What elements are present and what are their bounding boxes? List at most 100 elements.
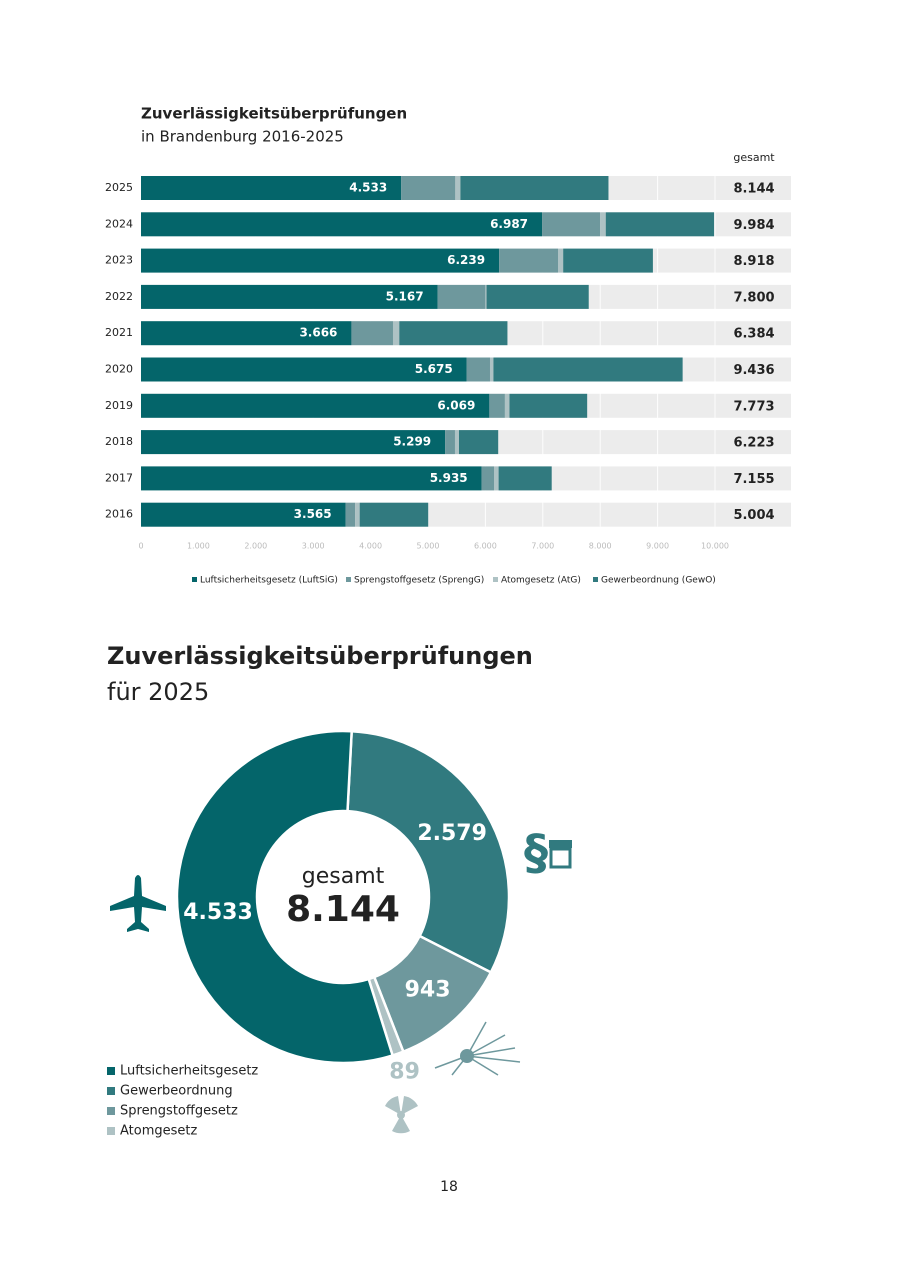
total-label: 9.436: [733, 363, 774, 378]
legend-swatch: [107, 1067, 115, 1075]
bar-segment: [458, 430, 499, 455]
bar-segment: [489, 357, 494, 382]
donut-chart-subtitle: für 2025: [107, 678, 209, 706]
legend-label: Gewerbeordnung: [120, 1084, 233, 1099]
bar-segment: [485, 284, 487, 309]
legend-label: Sprengstoffgesetz (SprengG): [354, 576, 484, 586]
total-label: 7.800: [733, 290, 774, 305]
legend-label: Atomgesetz (AtG): [501, 576, 581, 586]
bar-segment: [489, 393, 505, 418]
paragraph-symbol: §: [524, 825, 548, 881]
legend-swatch: [593, 577, 598, 582]
bar-segment: [141, 176, 402, 200]
x-tick-label: 7.000: [531, 542, 554, 551]
total-label: 8.918: [733, 254, 774, 269]
legend-label: Luftsicherheitsgesetz (LuftSiG): [200, 576, 338, 586]
bar-segment: [486, 284, 589, 309]
bar-segment: [345, 502, 356, 527]
center-title: gesamt: [302, 864, 385, 889]
x-tick-label: 0: [138, 542, 143, 551]
x-tick-label: 1.000: [187, 542, 210, 551]
bar-chart-subtitle: in Brandenburg 2016-2025: [141, 128, 344, 146]
donut-chart-title: Zuverlässigkeitsüberprüfungen: [107, 642, 533, 670]
y-tick-label: 2016: [105, 508, 133, 521]
legend-swatch: [107, 1107, 115, 1115]
total-label: 9.984: [733, 218, 774, 233]
bar-segment: [359, 502, 429, 527]
x-tick-label: 5.000: [417, 542, 440, 551]
bar-segment: [355, 502, 360, 527]
bar-chart-title: Zuverlässigkeitsüberprüfungen: [141, 105, 407, 123]
bar-segment: [141, 248, 500, 273]
total-label: 6.223: [733, 436, 774, 451]
bar-segment: [493, 357, 683, 382]
value-label: 5.675: [415, 362, 453, 376]
legend-swatch: [107, 1087, 115, 1095]
law-icon: §: [524, 825, 572, 881]
value-label: 2.579: [417, 821, 487, 846]
legend-swatch: [107, 1127, 115, 1135]
x-tick-label: 8.000: [589, 542, 612, 551]
bar-segment: [351, 321, 393, 346]
value-label: 3.565: [294, 507, 332, 521]
center-total: 8.144: [286, 889, 400, 930]
bar-segment: [494, 466, 499, 491]
legend-swatch: [493, 577, 498, 582]
total-label: 7.773: [733, 399, 774, 414]
bar-segment: [141, 393, 490, 418]
bar-segment: [141, 430, 446, 455]
bar-segment: [445, 430, 455, 455]
radiation-icon: [385, 1096, 418, 1134]
value-label: 5.167: [386, 289, 424, 303]
bar-segment: [141, 284, 438, 309]
bar-segment: [141, 466, 482, 491]
bar-segment: [455, 176, 461, 200]
bar-segment: [499, 248, 559, 273]
y-tick-label: 2019: [105, 399, 133, 412]
x-tick-label: 6.000: [474, 542, 497, 551]
value-label: 4.533: [349, 181, 387, 195]
y-tick-label: 2018: [105, 435, 133, 448]
bar-segment: [141, 502, 346, 527]
bar-segment: [141, 212, 543, 237]
value-label: 5.299: [393, 435, 431, 449]
shop-awning: [549, 840, 572, 848]
bar-segment: [600, 212, 606, 237]
bar-segment: [558, 248, 564, 273]
value-label: 943: [405, 977, 451, 1002]
value-label: 3.666: [299, 326, 337, 340]
value-label: 6.987: [490, 217, 528, 231]
bar-segment: [605, 212, 715, 237]
bar-segment: [454, 430, 459, 455]
bar-chart: 0 1.000 2.000 3.000 4.000 5.000 6.000 7.000 8.00…: [105, 176, 791, 586]
total-label: 7.155: [733, 472, 774, 487]
x-tick-label: 3.000: [302, 542, 325, 551]
donut-slice: [346, 729, 511, 975]
y-tick-label: 2021: [105, 326, 133, 339]
legend-swatch: [346, 577, 351, 582]
y-tick-label: 2017: [105, 471, 133, 484]
legend-label: Sprengstoffgesetz: [120, 1104, 238, 1119]
x-tick-label: 10.000: [701, 542, 729, 551]
bar-segment: [141, 357, 467, 382]
bar-segment: [399, 321, 508, 346]
bar-segment: [504, 393, 510, 418]
legend-label: Atomgesetz: [120, 1124, 197, 1139]
total-label: 5.004: [733, 508, 774, 523]
total-label: 8.144: [733, 182, 774, 197]
bar-segment: [401, 176, 456, 200]
value-label: 6.239: [447, 253, 485, 267]
bar-segment: [481, 466, 495, 491]
value-label: 6.069: [437, 398, 475, 412]
legend-swatch: [192, 577, 197, 582]
y-tick-label: 2020: [105, 363, 133, 376]
bar-segment: [563, 248, 653, 273]
bar-segment: [509, 393, 588, 418]
legend-label: Gewerbeordnung (GewO): [601, 576, 716, 586]
y-tick-label: 2025: [105, 181, 133, 194]
y-tick-label: 2023: [105, 254, 133, 267]
bar-segment: [542, 212, 601, 237]
